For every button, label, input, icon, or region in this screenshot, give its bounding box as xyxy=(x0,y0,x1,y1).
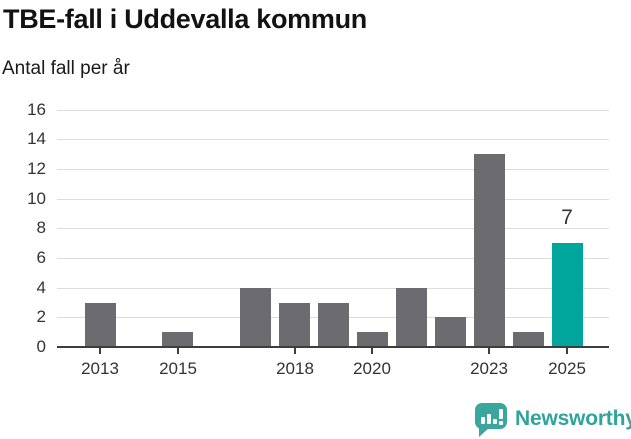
bar-value-label: 7 xyxy=(561,206,573,229)
bar xyxy=(552,243,583,347)
brand-name: Newsworthy xyxy=(515,407,631,430)
y-axis-label: 16 xyxy=(27,100,46,119)
x-axis-tick xyxy=(566,348,568,354)
gridline xyxy=(57,228,609,229)
bar xyxy=(474,154,505,347)
x-axis-tick xyxy=(294,348,296,354)
logo-exclamation-icon xyxy=(499,409,503,419)
x-axis-label: 2023 xyxy=(470,359,508,378)
logo-bar-icon xyxy=(493,419,497,424)
x-axis-line xyxy=(57,346,609,348)
x-axis-label: 2018 xyxy=(276,359,314,378)
y-axis-label: 12 xyxy=(27,159,46,178)
bar xyxy=(240,288,271,347)
x-axis-label: 2013 xyxy=(81,359,119,378)
bar xyxy=(357,332,388,347)
bar xyxy=(318,303,349,347)
x-axis-tick xyxy=(488,348,490,354)
chart-subtitle: Antal fall per år xyxy=(2,58,130,79)
x-axis-label: 2020 xyxy=(353,359,391,378)
bar xyxy=(513,332,544,347)
y-axis-label: 10 xyxy=(27,189,46,208)
x-axis-tick xyxy=(177,348,179,354)
y-axis-label: 8 xyxy=(36,218,46,237)
gridline xyxy=(57,199,609,200)
gridline xyxy=(57,110,609,111)
y-axis-label: 4 xyxy=(36,278,46,297)
y-axis-label: 14 xyxy=(27,129,46,148)
y-axis-label: 0 xyxy=(36,337,46,356)
x-axis-tick xyxy=(371,348,373,354)
x-axis-label: 2025 xyxy=(548,359,586,378)
y-axis-label: 6 xyxy=(36,248,46,267)
gridline xyxy=(57,139,609,140)
logo-bar-icon xyxy=(481,417,485,424)
bar xyxy=(279,303,310,347)
x-axis-label: 2015 xyxy=(159,359,197,378)
logo-bubble-tail xyxy=(479,428,489,437)
bar xyxy=(85,303,116,347)
x-axis-tick xyxy=(99,348,101,354)
gridline xyxy=(57,288,609,289)
chart-title: TBE-fall i Uddevalla kommun xyxy=(3,4,367,34)
bar xyxy=(162,332,193,347)
logo-bar-icon xyxy=(487,414,491,424)
bar xyxy=(396,288,427,347)
newsworthy-chart-bubble-icon xyxy=(475,403,507,429)
gridline xyxy=(57,258,609,259)
newsworthy-logo: Newsworthy xyxy=(475,403,631,437)
logo-exclamation-dot-icon xyxy=(499,421,503,425)
y-axis-label: 2 xyxy=(36,307,46,326)
gridline xyxy=(57,169,609,170)
bar xyxy=(435,317,466,347)
